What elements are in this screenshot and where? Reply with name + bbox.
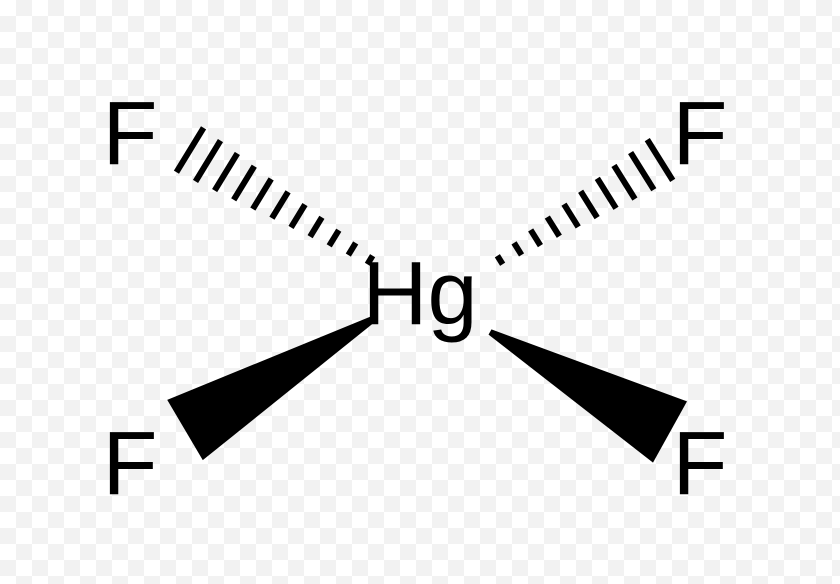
bond-hash bbox=[497, 140, 672, 265]
canvas: Hg F F F F bbox=[0, 0, 840, 584]
bond-wedge bbox=[167, 315, 376, 460]
atom-ligand-3: F bbox=[673, 414, 728, 514]
molecule-diagram: Hg F F F F bbox=[0, 0, 840, 584]
atom-ligand-2: F bbox=[103, 414, 158, 514]
atom-ligand-0: F bbox=[103, 84, 158, 184]
atom-ligand-1: F bbox=[673, 84, 728, 184]
atom-center: Hg bbox=[362, 244, 477, 344]
atoms-layer: Hg F F F F bbox=[103, 84, 728, 514]
bond-wedge bbox=[489, 329, 687, 462]
bond-hash bbox=[176, 128, 372, 264]
